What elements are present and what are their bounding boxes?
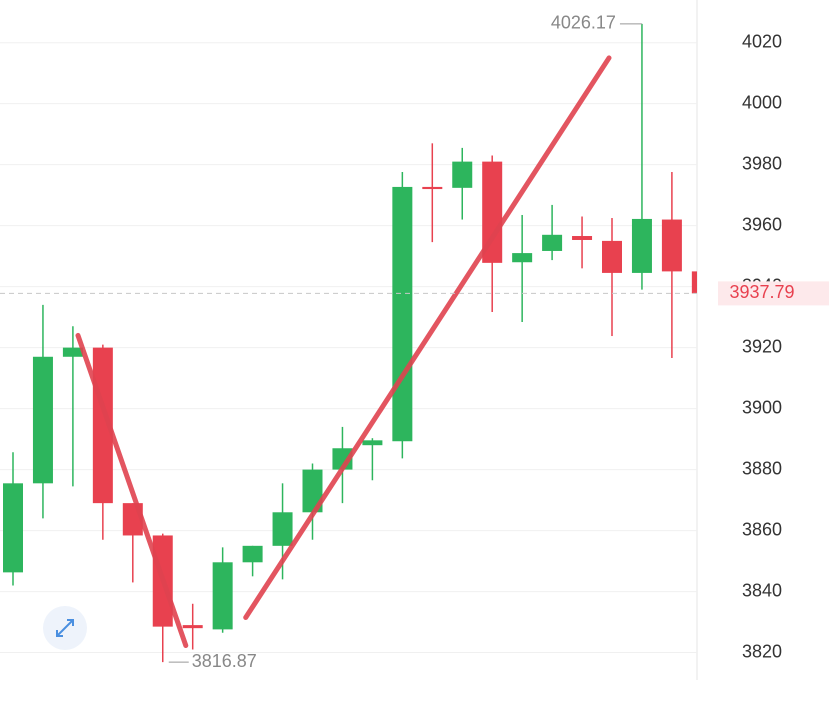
- max-label: 4026.17: [551, 13, 616, 33]
- candle-body: [602, 240, 622, 273]
- candle-body: [362, 440, 383, 446]
- candle-body: [302, 469, 323, 513]
- candle-body: [542, 234, 563, 251]
- candle-body: [572, 236, 593, 240]
- candle-body: [392, 186, 413, 442]
- y-tick-label: 3860: [742, 519, 782, 539]
- candle-body: [182, 625, 203, 629]
- candle-body: [32, 356, 53, 484]
- min-label: 3816.87: [192, 651, 257, 671]
- candle-body: [422, 186, 443, 190]
- expand-button[interactable]: [43, 606, 87, 650]
- trend-line: [243, 55, 612, 620]
- candle-body: [631, 218, 652, 273]
- trend-line: [75, 332, 189, 649]
- candle-body: [3, 483, 23, 573]
- y-tick-label: 3820: [742, 641, 782, 661]
- y-tick-label: 3960: [742, 214, 782, 234]
- candle-body: [242, 545, 263, 563]
- plot-area: [3, 23, 697, 663]
- y-tick-label: 3840: [742, 580, 782, 600]
- candle-body: [661, 219, 682, 272]
- candle-body: [272, 512, 293, 546]
- y-tick-label: 4000: [742, 92, 782, 112]
- current-price-box: [718, 281, 829, 306]
- y-tick-label: 3900: [742, 397, 782, 417]
- candle-body: [482, 161, 503, 263]
- y-tick-label: 3880: [742, 458, 782, 478]
- y-tick-label: 3920: [742, 336, 782, 356]
- candle-body: [212, 562, 233, 630]
- y-tick-label: 3980: [742, 153, 782, 173]
- candle-body: [691, 271, 697, 294]
- candle-body: [452, 161, 473, 188]
- candle-body: [512, 253, 533, 263]
- y-tick-label: 4020: [742, 31, 782, 51]
- candle-body: [62, 347, 83, 357]
- current-price-label: 3937.79: [729, 282, 794, 302]
